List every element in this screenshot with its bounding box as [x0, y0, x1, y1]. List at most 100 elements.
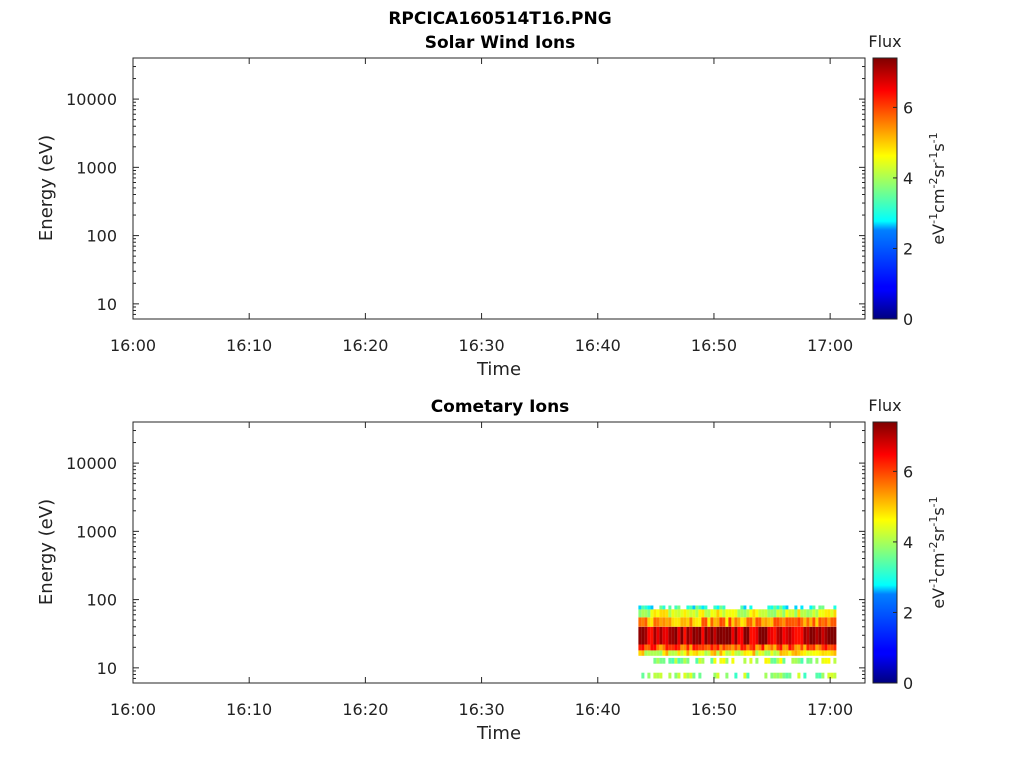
- flux-cell: [806, 626, 810, 645]
- flux-cell: [737, 617, 741, 627]
- flux-cell: [656, 650, 660, 656]
- flux-cell: [782, 626, 786, 645]
- flux-cell: [716, 672, 720, 679]
- flux-cell: [740, 617, 744, 627]
- flux-cell: [812, 617, 816, 627]
- flux-cell: [692, 609, 696, 618]
- flux-cell: [647, 626, 651, 645]
- flux-cell: [737, 650, 741, 656]
- flux-cell: [824, 644, 828, 651]
- flux-cell: [734, 626, 738, 645]
- flux-cell: [686, 626, 690, 645]
- flux-cell: [773, 672, 777, 679]
- flux-cell: [728, 626, 732, 645]
- colorbar-gradient: [872, 57, 898, 320]
- flux-cell: [692, 644, 696, 651]
- flux-cell: [776, 617, 780, 627]
- flux-cell: [821, 605, 825, 610]
- flux-cell: [698, 609, 702, 618]
- flux-cell: [767, 626, 771, 645]
- flux-cell: [770, 605, 774, 610]
- flux-cell: [722, 617, 726, 627]
- flux-cell: [683, 657, 687, 664]
- flux-cell: [677, 672, 681, 679]
- flux-cell: [674, 626, 678, 645]
- flux-cell: [749, 644, 753, 651]
- flux-cell: [671, 609, 675, 618]
- flux-cell: [665, 617, 669, 627]
- flux-cell: [653, 626, 657, 645]
- flux-cell: [698, 605, 702, 610]
- flux-cell: [833, 605, 837, 610]
- flux-cell: [776, 605, 780, 610]
- flux-cell: [815, 650, 819, 656]
- flux-cell: [689, 626, 693, 645]
- flux-cell: [653, 609, 657, 618]
- flux-cell: [680, 617, 684, 627]
- flux-cell: [731, 644, 735, 651]
- flux-cell: [827, 626, 831, 645]
- flux-cell: [710, 617, 714, 627]
- flux-cell: [779, 650, 783, 656]
- flux-cell: [662, 650, 666, 656]
- flux-cell: [638, 650, 642, 656]
- flux-cell: [641, 617, 645, 627]
- flux-cell: [770, 657, 774, 664]
- flux-cell: [791, 644, 795, 651]
- flux-cell: [719, 605, 723, 610]
- flux-cell: [803, 644, 807, 651]
- flux-cell: [722, 626, 726, 645]
- flux-cell: [695, 617, 699, 627]
- flux-cell: [692, 650, 696, 656]
- flux-cell: [653, 617, 657, 627]
- flux-cell: [641, 626, 645, 645]
- flux-cell: [797, 657, 801, 664]
- flux-cell: [647, 605, 651, 610]
- flux-cell: [755, 644, 759, 651]
- flux-cell: [797, 644, 801, 651]
- flux-cell: [821, 650, 825, 656]
- flux-cell: [698, 617, 702, 627]
- flux-cell: [803, 626, 807, 645]
- flux-cell: [824, 657, 828, 664]
- flux-cell: [767, 650, 771, 656]
- flux-cell: [704, 644, 708, 651]
- flux-cell: [764, 609, 768, 618]
- flux-cell: [653, 657, 657, 664]
- flux-cell: [692, 626, 696, 645]
- flux-cell: [677, 650, 681, 656]
- flux-cell: [674, 617, 678, 627]
- flux-cell: [761, 609, 765, 618]
- flux-cell: [749, 650, 753, 656]
- flux-cell: [698, 626, 702, 645]
- plot-frame: [132, 57, 866, 320]
- flux-cell: [683, 672, 687, 679]
- flux-cell: [752, 644, 756, 651]
- flux-cell: [692, 605, 696, 610]
- flux-cell: [638, 609, 642, 618]
- flux-cell: [782, 644, 786, 651]
- flux-cell: [752, 626, 756, 645]
- colorbar: 0 2 4 6 Flux eV-1​cm-2​sr-1​s-1​: [868, 32, 948, 329]
- flux-cell: [710, 644, 714, 651]
- flux-cell: [764, 650, 768, 656]
- x-tick-label: 16:40: [575, 700, 621, 719]
- flux-cell: [755, 650, 759, 656]
- flux-cell: [833, 644, 837, 651]
- flux-cell: [710, 609, 714, 618]
- x-tick-label: 17:00: [807, 336, 853, 355]
- flux-cell: [716, 644, 720, 651]
- flux-cell: [818, 672, 822, 679]
- flux-cell: [743, 626, 747, 645]
- flux-cell: [833, 650, 837, 656]
- flux-cell: [749, 609, 753, 618]
- flux-cell: [638, 626, 642, 645]
- flux-cell: [656, 657, 660, 664]
- flux-cell: [809, 626, 813, 645]
- y-axis-label: Energy (eV): [36, 135, 57, 241]
- flux-cell: [797, 626, 801, 645]
- flux-cell: [773, 650, 777, 656]
- colorbar-units-label: eV-1​cm-2​sr-1​s-1​: [927, 132, 948, 244]
- flux-cell: [773, 609, 777, 618]
- flux-cell: [827, 644, 831, 651]
